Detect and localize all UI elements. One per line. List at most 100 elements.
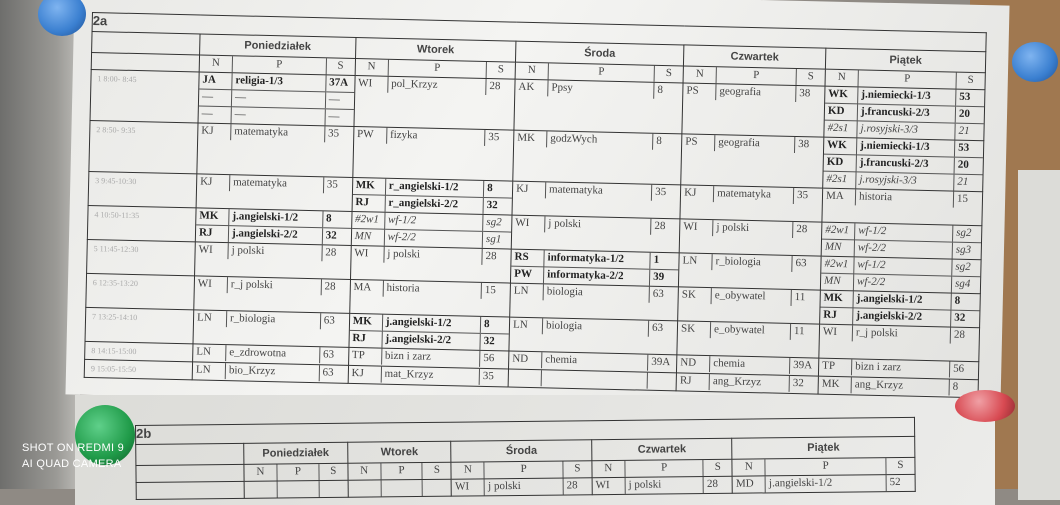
room: 20 xyxy=(954,157,983,175)
room: sg3 xyxy=(952,242,981,260)
day-cell: WI r_j polski 28 xyxy=(193,275,351,314)
day-cell xyxy=(347,479,452,498)
lesson-entries: RS informatyka-1/2 1 PW informatyka-2/2 39 xyxy=(511,249,679,287)
teacher-code: WI xyxy=(512,215,546,233)
day-cell: MK j.angielski-1/2 8 RJ j.angielski-2/2 32 xyxy=(195,207,352,246)
teacher-code: KJ xyxy=(512,181,546,199)
teacher-code: WI xyxy=(354,75,388,93)
lesson-entry: KJ matematyka 35 xyxy=(512,181,681,202)
lesson-entry: LN e_zdrowotna 63 xyxy=(193,344,349,364)
subject: — xyxy=(231,89,326,109)
teacher-code: MK xyxy=(349,313,383,332)
lesson-entries: WI j polski 28 xyxy=(351,245,511,266)
room: 35 xyxy=(323,177,353,194)
lesson-entry: KJ mat_Krzyz 35 xyxy=(348,365,509,386)
subject: matematyka xyxy=(234,125,289,139)
teacher-code xyxy=(244,481,278,498)
lesson-entries: SK e_obywatel 11 xyxy=(677,321,820,341)
lesson-entry xyxy=(244,480,348,498)
teacher-code: WI xyxy=(819,324,853,342)
room: 8 xyxy=(653,82,683,100)
room: 35 xyxy=(793,187,823,205)
subject: ang_Krzyz xyxy=(712,375,762,389)
subject: j polski xyxy=(231,244,265,257)
day-cell: RS informatyka-1/2 1 PW informatyka-2/2 39 xyxy=(510,249,680,287)
lesson-entry: TP bizn i zarz 56 xyxy=(818,358,979,379)
day-cell: PW fizyka 35 xyxy=(352,126,514,182)
column-header-s: S xyxy=(955,72,985,90)
day-cell: PS geografia 38 xyxy=(680,133,824,189)
lesson-entry: WI j polski 28 xyxy=(512,215,680,236)
teacher-code: WK xyxy=(823,137,857,155)
teacher-code: MN xyxy=(821,239,855,257)
lesson-entries: JA religia-1/3 37A — — — — — — xyxy=(198,72,355,126)
lesson-time: 4 10:50-11:35 xyxy=(87,205,197,242)
lesson-entry: WI r_j polski 28 xyxy=(819,324,980,345)
teacher-code: #2s1 xyxy=(823,171,857,189)
subject xyxy=(541,370,647,388)
column-header-n: N xyxy=(683,66,717,84)
room: 28 xyxy=(562,478,592,495)
lesson-entries: MA historia 15 xyxy=(822,188,983,209)
subject: fizyka xyxy=(389,128,418,142)
lesson-entries: LN r_biologia 63 xyxy=(679,253,821,273)
subject: j polski xyxy=(387,247,421,261)
subject: j.francuski-2/3 xyxy=(857,103,956,124)
lesson-entries: MK ang_Krzyz 8 xyxy=(818,376,978,397)
subject: j.angielski-2/2 xyxy=(856,309,923,323)
day-cell: LN r_biologia 63 xyxy=(678,252,822,291)
teacher-code: KD xyxy=(824,103,858,121)
room: — xyxy=(324,108,354,126)
column-header-n: N xyxy=(199,55,233,73)
day-cell: KJ matematyka 35 xyxy=(512,181,681,219)
subject: bio_Krzyz xyxy=(228,364,276,378)
teacher-code: KJ xyxy=(196,174,230,192)
day-cell: LN bio_Krzyz 63 xyxy=(192,361,349,384)
lesson-entries: WI r_j polski 28 xyxy=(194,276,350,296)
day-cell: SK e_obywatel 11 xyxy=(676,320,820,359)
subject: — xyxy=(234,108,246,121)
teacher-code: ND xyxy=(509,351,542,369)
room xyxy=(647,372,677,390)
camera-watermark-line2: AI QUAD CAMERA xyxy=(22,458,122,470)
lesson-entries: #2w1 wf-1/2 sg2 MN wf-2/2 sg3 xyxy=(821,222,982,260)
day-header: Poniedziałek xyxy=(243,442,348,465)
lesson-entry: PS geografia 38 xyxy=(682,134,824,154)
lesson-entry: WI pol_Krzyz 28 xyxy=(354,75,515,96)
day-cell: KJ mat_Krzyz 35 xyxy=(347,365,509,388)
lesson-entries: MK godzWych 8 xyxy=(514,130,682,151)
subject: e_obywatel xyxy=(714,289,766,303)
teacher-code: #2w1 xyxy=(822,222,855,240)
lesson-entries: MK j.angielski-1/2 8 RJ j.angielski-2/2 32 xyxy=(349,313,510,351)
room: sg1 xyxy=(482,231,512,249)
day-cell: MK r_angielski-1/2 8 RJ r_angielski-2/2 32 xyxy=(351,177,513,216)
room: 21 xyxy=(954,123,984,141)
day-cell: KJ matematyka 35 xyxy=(196,122,354,178)
day-cell: MK j.angielski-1/2 8 RJ j.angielski-2/2 32 xyxy=(348,313,510,352)
room: sg2 xyxy=(482,214,512,233)
lesson-entries: WI j polski 28 xyxy=(452,478,592,496)
subject: e_zdrowotna xyxy=(229,346,287,360)
day-cell: WI j polski 28 xyxy=(194,241,351,280)
camera-watermark-line1: SHOT ON REDMI 9 xyxy=(22,442,125,454)
subject: j.angielski-2/2 xyxy=(385,332,452,347)
lesson-entry xyxy=(508,369,677,390)
lesson-entries: LN biologia 63 xyxy=(510,283,679,304)
subject: r_biologia xyxy=(229,312,276,326)
teacher-code: MK xyxy=(818,376,852,394)
teacher-code: MK xyxy=(352,177,386,196)
lesson-entries: SK e_obywatel 11 xyxy=(678,287,820,307)
lesson-entries: KJ matematyka 35 xyxy=(680,185,823,205)
room: 28 xyxy=(481,248,511,266)
room: sg4 xyxy=(951,276,981,294)
day-cell: #2w1 wf-1/2 sg2 MN wf-2/2 sg4 xyxy=(820,256,982,294)
day-cell: WI j polski 28 xyxy=(451,477,593,497)
subject: biologia xyxy=(546,285,583,299)
column-header-n: N xyxy=(515,62,549,80)
lesson-entries: KJ matematyka 35 xyxy=(512,181,681,202)
